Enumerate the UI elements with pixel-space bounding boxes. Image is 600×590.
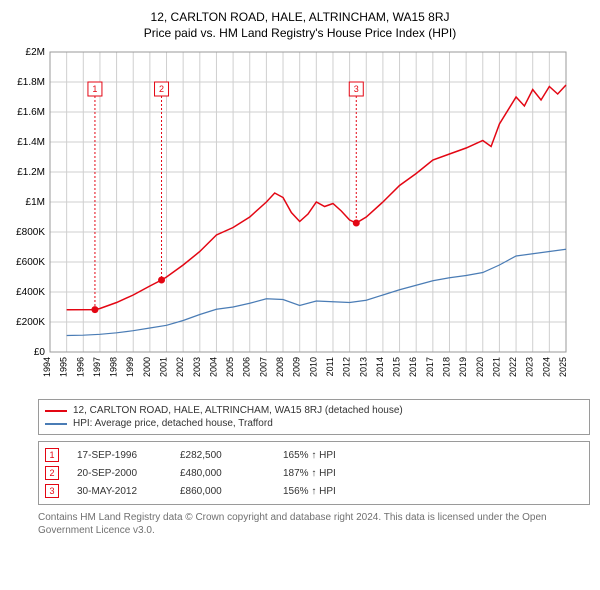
sale-marker-box: 1 (45, 448, 59, 462)
y-tick-label: £1.2M (17, 167, 45, 178)
chart-subtitle: Price paid vs. HM Land Registry's House … (8, 26, 592, 40)
chart-area: £0 £200K £400K £600K £800K £1M £1.2M £1.4M £1.6M… (10, 48, 590, 393)
sale-price: £860,000 (180, 486, 265, 497)
x-tick-label: 2006 (242, 357, 252, 377)
sale-row: 3 30-MAY-2012 £860,000 156% ↑ HPI (45, 482, 583, 500)
y-tick-label: £400K (16, 287, 45, 298)
x-tick-label: 2019 (458, 357, 468, 377)
sale-hpi-delta: 187% ↑ HPI (283, 468, 368, 479)
legend-row: 12, CARLTON ROAD, HALE, ALTRINCHAM, WA15… (45, 404, 583, 417)
x-tick-label: 2021 (491, 357, 501, 377)
line-chart: £0 £200K £400K £600K £800K £1M £1.2M £1.4M £1.6M… (10, 48, 570, 388)
y-tick-label: £0 (34, 347, 46, 358)
x-tick-label: 2015 (392, 357, 402, 377)
x-tick-label: 2003 (192, 357, 202, 377)
legend-swatch (45, 410, 67, 412)
x-tick-label: 2011 (325, 357, 335, 376)
x-tick-label: 2012 (342, 357, 352, 377)
legend-row: HPI: Average price, detached house, Traf… (45, 417, 583, 430)
y-tick-label: £200K (16, 317, 45, 328)
x-tick-label: 2020 (475, 357, 485, 377)
sale-date: 20-SEP-2000 (77, 468, 162, 479)
page-container: 12, CARLTON ROAD, HALE, ALTRINCHAM, WA15… (0, 0, 600, 537)
sale-hpi-delta: 156% ↑ HPI (283, 486, 368, 497)
y-tick-label: £600K (16, 257, 45, 268)
x-tick-label: 1999 (125, 357, 135, 377)
x-tick-label: 2025 (558, 357, 568, 377)
x-tick-label: 2018 (441, 357, 451, 377)
x-tick-label: 2022 (508, 357, 518, 377)
x-tick-label: 1994 (42, 357, 52, 377)
x-tick-label: 2013 (358, 357, 368, 377)
sale-price: £480,000 (180, 468, 265, 479)
sale-dot (353, 220, 360, 227)
x-tick-label: 2009 (292, 357, 302, 377)
x-tick-label: 2007 (258, 357, 268, 377)
legend-label: 12, CARLTON ROAD, HALE, ALTRINCHAM, WA15… (73, 405, 403, 416)
sale-date: 30-MAY-2012 (77, 486, 162, 497)
x-tick-label: 2024 (541, 357, 551, 377)
y-tick-label: £1.8M (17, 77, 45, 88)
x-tick-label: 2014 (375, 357, 385, 377)
x-tick-label: 2005 (225, 357, 235, 377)
legend-label: HPI: Average price, detached house, Traf… (73, 418, 273, 429)
x-tick-label: 1995 (59, 357, 69, 377)
sale-hpi-delta: 165% ↑ HPI (283, 450, 368, 461)
sales-info: 1 17-SEP-1996 £282,500 165% ↑ HPI 2 20-SEP-20… (38, 441, 590, 505)
x-tick-label: 2001 (159, 357, 169, 377)
sale-price: £282,500 (180, 450, 265, 461)
marker-number: 1 (92, 84, 97, 94)
sale-marker-box: 3 (45, 484, 59, 498)
x-tick-label: 2008 (275, 357, 285, 377)
x-tick-label: 2004 (208, 357, 218, 377)
sale-dot (158, 277, 165, 284)
x-tick-label: 2010 (308, 357, 318, 377)
footnote-text: Contains HM Land Registry data © Crown c… (38, 511, 590, 537)
x-tick-label: 1998 (109, 357, 119, 377)
x-tick-label: 2017 (425, 357, 435, 377)
x-tick-label: 2016 (408, 357, 418, 377)
marker-number: 2 (159, 84, 164, 94)
chart-header: 12, CARLTON ROAD, HALE, ALTRINCHAM, WA15… (0, 0, 600, 48)
x-tick-label: 1996 (75, 357, 85, 377)
chart-title: 12, CARLTON ROAD, HALE, ALTRINCHAM, WA15… (8, 10, 592, 24)
sale-row: 2 20-SEP-2000 £480,000 187% ↑ HPI (45, 464, 583, 482)
y-tick-label: £1.4M (17, 137, 45, 148)
sale-dot (91, 306, 98, 313)
sale-row: 1 17-SEP-1996 £282,500 165% ↑ HPI (45, 446, 583, 464)
y-tick-label: £1M (26, 197, 45, 208)
y-tick-label: £1.6M (17, 107, 45, 118)
sale-marker-box: 2 (45, 466, 59, 480)
y-tick-label: £2M (26, 48, 45, 58)
legend-swatch (45, 423, 67, 425)
x-tick-label: 2000 (142, 357, 152, 377)
y-tick-label: £800K (16, 227, 45, 238)
marker-number: 3 (354, 84, 359, 94)
x-tick-label: 1997 (92, 357, 102, 377)
sale-date: 17-SEP-1996 (77, 450, 162, 461)
x-tick-label: 2023 (525, 357, 535, 377)
legend: 12, CARLTON ROAD, HALE, ALTRINCHAM, WA15… (38, 399, 590, 435)
x-tick-label: 2002 (175, 357, 185, 377)
